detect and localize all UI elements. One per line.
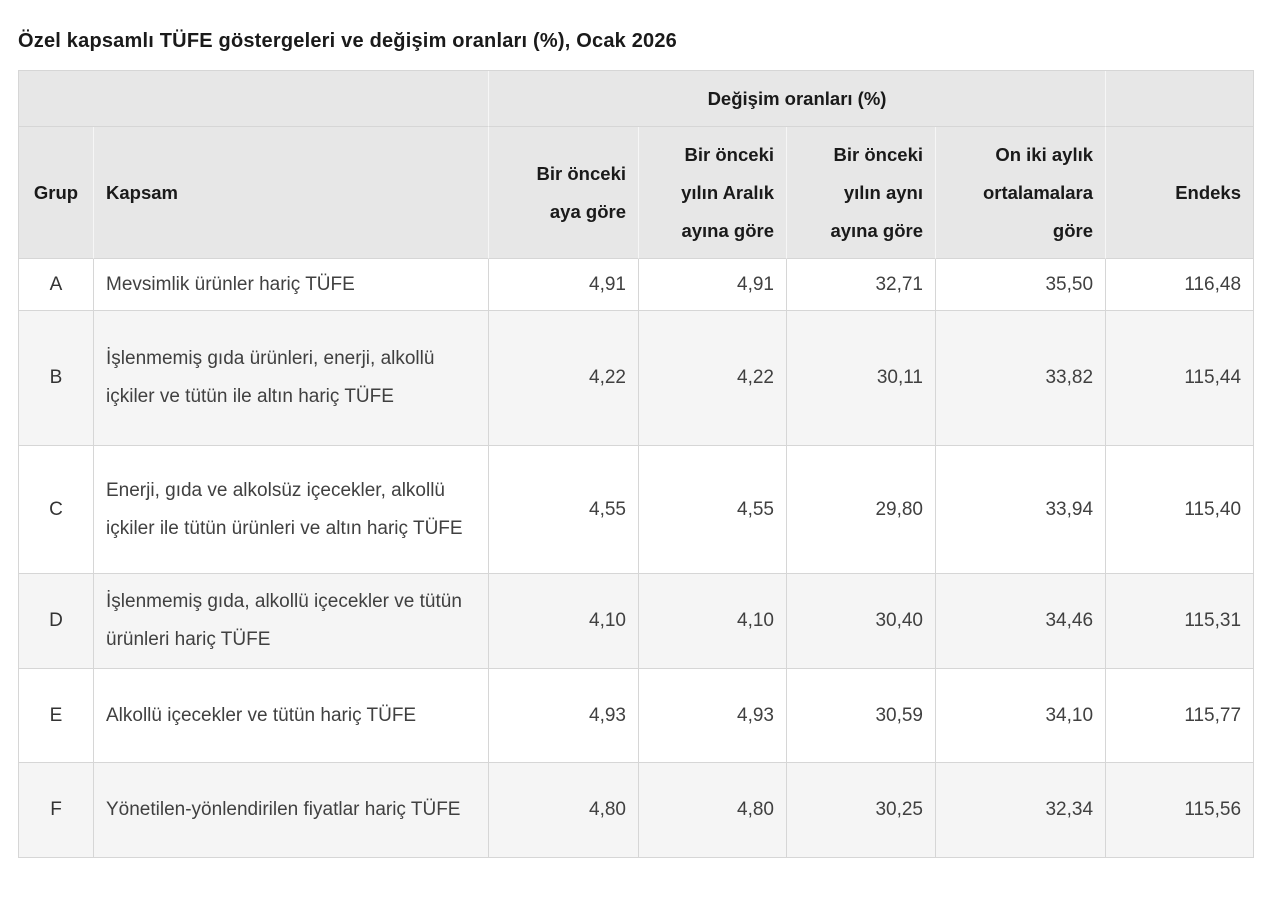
group-header-spacer-left bbox=[19, 71, 489, 127]
group-header-change-rates: Değişim oranları (%) bbox=[489, 71, 1107, 127]
monthly-change-cell: 4,10 bbox=[489, 574, 639, 669]
monthly-change-cell: 4,80 bbox=[489, 763, 639, 858]
kapsam-cell: Mevsimlik ürünler hariç TÜFE bbox=[94, 259, 489, 311]
group-letter: A bbox=[19, 259, 94, 311]
group-letter: C bbox=[19, 446, 94, 574]
table-row-a: A Mevsimlik ürünler hariç TÜFE 4,91 4,91… bbox=[19, 259, 1255, 311]
table-row-b: B İşlenmemiş gıda ürünleri, enerji, alko… bbox=[19, 311, 1255, 446]
vs-december-cell: 4,22 bbox=[639, 311, 787, 446]
table-row-f: F Yönetilen-yönlendirilen fiyatlar hariç… bbox=[19, 763, 1255, 858]
endeks-cell: 115,56 bbox=[1106, 763, 1255, 858]
table-column-header-row: Grup Kapsam Bir önceki aya göre Bir önce… bbox=[19, 127, 1255, 259]
group-letter: B bbox=[19, 311, 94, 446]
kapsam-cell: Alkollü içecekler ve tütün hariç TÜFE bbox=[94, 669, 489, 763]
group-letter: D bbox=[19, 574, 94, 669]
monthly-change-cell: 4,55 bbox=[489, 446, 639, 574]
kapsam-cell: İşlenmemiş gıda ürünleri, enerji, alkoll… bbox=[94, 311, 489, 446]
column-header-vs-same-month: Bir önceki yılın aynı ayına göre bbox=[787, 127, 936, 259]
vs-same-month-cell: 30,25 bbox=[787, 763, 936, 858]
kapsam-cell: Enerji, gıda ve alkolsüz içecekler, alko… bbox=[94, 446, 489, 574]
twelve-month-avg-cell: 34,10 bbox=[936, 669, 1107, 763]
vs-december-cell: 4,93 bbox=[639, 669, 787, 763]
twelve-month-avg-cell: 33,94 bbox=[936, 446, 1107, 574]
column-header-kapsam: Kapsam bbox=[94, 127, 489, 259]
endeks-cell: 115,44 bbox=[1106, 311, 1255, 446]
column-header-vs-december: Bir önceki yılın Aralık ayına göre bbox=[639, 127, 787, 259]
vs-same-month-cell: 30,59 bbox=[787, 669, 936, 763]
kapsam-cell: Yönetilen-yönlendirilen fiyatlar hariç T… bbox=[94, 763, 489, 858]
vs-december-cell: 4,80 bbox=[639, 763, 787, 858]
twelve-month-avg-cell: 32,34 bbox=[936, 763, 1107, 858]
vs-december-cell: 4,10 bbox=[639, 574, 787, 669]
page-title: Özel kapsamlı TÜFE göstergeleri ve değiş… bbox=[18, 30, 678, 52]
vs-december-cell: 4,91 bbox=[639, 259, 787, 311]
endeks-cell: 116,48 bbox=[1106, 259, 1255, 311]
table-row-e: E Alkollü içecekler ve tütün hariç TÜFE … bbox=[19, 669, 1255, 763]
column-header-grup: Grup bbox=[19, 127, 94, 259]
endeks-cell: 115,40 bbox=[1106, 446, 1255, 574]
column-header-endeks: Endeks bbox=[1106, 127, 1255, 259]
kapsam-cell: İşlenmemiş gıda, alkollü içecekler ve tü… bbox=[94, 574, 489, 669]
group-letter: F bbox=[19, 763, 94, 858]
monthly-change-cell: 4,91 bbox=[489, 259, 639, 311]
column-header-twelve-month-avg: On iki aylık ortalamalara göre bbox=[936, 127, 1107, 259]
twelve-month-avg-cell: 33,82 bbox=[936, 311, 1107, 446]
twelve-month-avg-cell: 34,46 bbox=[936, 574, 1107, 669]
table-row-d: D İşlenmemiş gıda, alkollü içecekler ve … bbox=[19, 574, 1255, 669]
vs-december-cell: 4,55 bbox=[639, 446, 787, 574]
table-row-c: C Enerji, gıda ve alkolsüz içecekler, al… bbox=[19, 446, 1255, 574]
monthly-change-cell: 4,93 bbox=[489, 669, 639, 763]
monthly-change-cell: 4,22 bbox=[489, 311, 639, 446]
group-letter: E bbox=[19, 669, 94, 763]
vs-same-month-cell: 30,11 bbox=[787, 311, 936, 446]
endeks-cell: 115,31 bbox=[1106, 574, 1255, 669]
group-header-spacer-right bbox=[1106, 71, 1255, 127]
vs-same-month-cell: 29,80 bbox=[787, 446, 936, 574]
column-header-monthly: Bir önceki aya göre bbox=[489, 127, 639, 259]
endeks-cell: 115,77 bbox=[1106, 669, 1255, 763]
vs-same-month-cell: 32,71 bbox=[787, 259, 936, 311]
vs-same-month-cell: 30,40 bbox=[787, 574, 936, 669]
table-group-header-row: Değişim oranları (%) bbox=[19, 71, 1255, 127]
tufe-indicators-table: Değişim oranları (%) Grup Kapsam Bir önc… bbox=[18, 70, 1255, 858]
twelve-month-avg-cell: 35,50 bbox=[936, 259, 1107, 311]
